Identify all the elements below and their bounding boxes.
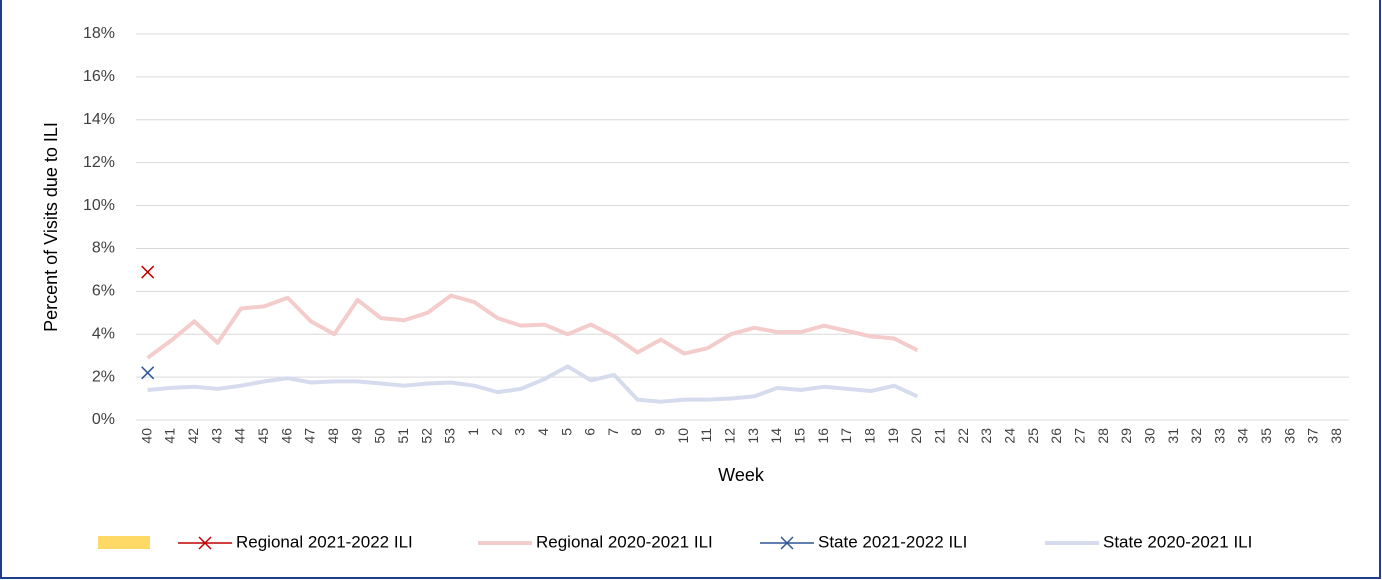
legend-label: Regional 2021-2022 ILI: [236, 532, 413, 551]
x-tick-label: 35: [1258, 428, 1274, 444]
legend-swatch: [98, 536, 150, 549]
series-line: [146, 293, 919, 360]
x-tick-label: 50: [372, 428, 388, 444]
x-tick-label: 21: [931, 428, 947, 444]
y-tick-label: 16%: [83, 68, 115, 85]
x-tick-label: 34: [1235, 428, 1251, 444]
x-tick-label: 30: [1141, 428, 1157, 444]
y-tick-label: 4%: [92, 325, 115, 342]
x-tick-label: 26: [1048, 428, 1064, 444]
y-tick-label: 0%: [92, 411, 115, 428]
x-tick-label: 27: [1071, 428, 1087, 444]
legend-label: State 2020-2021 ILI: [1103, 532, 1252, 551]
series-marker: [141, 265, 155, 279]
x-tick-label: 19: [885, 428, 901, 444]
x-tick-label: 31: [1165, 428, 1181, 444]
x-tick-label: 10: [675, 428, 691, 444]
x-tick-label: 2: [488, 428, 504, 436]
x-tick-label: 7: [605, 428, 621, 436]
x-tick-label: 24: [1001, 428, 1017, 444]
x-tick-label: 16: [815, 428, 831, 444]
x-tick-label: 47: [302, 428, 318, 444]
x-tick-label: 51: [395, 428, 411, 444]
x-tick-label: 22: [955, 428, 971, 444]
y-axis-title: Percent of Visits due to ILI: [41, 122, 61, 332]
x-tick-label: 52: [418, 428, 434, 444]
x-tick-label: 32: [1188, 428, 1204, 444]
x-tick-label: 11: [698, 428, 714, 443]
x-tick-label: 14: [768, 428, 784, 444]
y-tick-label: 8%: [92, 240, 115, 257]
x-tick-label: 38: [1328, 428, 1344, 444]
y-tick-label: 10%: [83, 197, 115, 214]
x-tick-label: 48: [325, 428, 341, 444]
x-tick-label: 5: [558, 428, 574, 436]
x-tick-label: 46: [278, 428, 294, 444]
x-tick-label: 37: [1305, 428, 1321, 444]
x-axis-title: Week: [718, 465, 765, 485]
y-tick-label: 6%: [92, 283, 115, 300]
legend-label: State 2021-2022 ILI: [818, 532, 967, 551]
x-tick-label: 9: [652, 428, 668, 436]
x-tick-label: 23: [978, 428, 994, 444]
x-tick-label: 3: [512, 428, 528, 436]
legend-label: Regional 2020-2021 ILI: [536, 532, 713, 551]
x-tick-label: 15: [792, 428, 808, 444]
x-tick-label: 41: [162, 428, 178, 444]
x-tick-label: 29: [1118, 428, 1134, 444]
x-tick-label: 33: [1211, 428, 1227, 444]
x-tick-label: 28: [1095, 428, 1111, 444]
legend-marker: [780, 536, 794, 550]
y-tick-label: 14%: [83, 111, 115, 128]
x-tick-label: 12: [722, 428, 738, 444]
series-line: [147, 364, 919, 404]
x-tick-label: 44: [232, 428, 248, 444]
x-tick-label: 49: [348, 428, 364, 444]
x-tick-label: 40: [138, 428, 154, 444]
x-tick-label: 53: [442, 428, 458, 444]
x-tick-label: 45: [255, 428, 271, 444]
x-tick-label: 20: [908, 428, 924, 444]
x-tick-label: 6: [582, 428, 598, 436]
x-tick-label: 13: [745, 428, 761, 444]
y-tick-label: 12%: [83, 154, 115, 171]
y-tick-label: 2%: [92, 368, 115, 385]
x-tick-label: 36: [1281, 428, 1297, 444]
x-tick-label: 4: [535, 428, 551, 436]
x-tick-label: 17: [838, 428, 854, 444]
legend-marker: [198, 536, 212, 550]
series-marker: [141, 366, 155, 380]
x-tick-label: 1: [465, 428, 481, 436]
x-tick-label: 42: [185, 428, 201, 444]
x-tick-label: 8: [628, 428, 644, 436]
x-tick-label: 43: [208, 428, 224, 444]
x-tick-label: 25: [1025, 428, 1041, 444]
y-tick-label: 18%: [83, 25, 115, 42]
x-tick-label: 18: [862, 428, 878, 444]
